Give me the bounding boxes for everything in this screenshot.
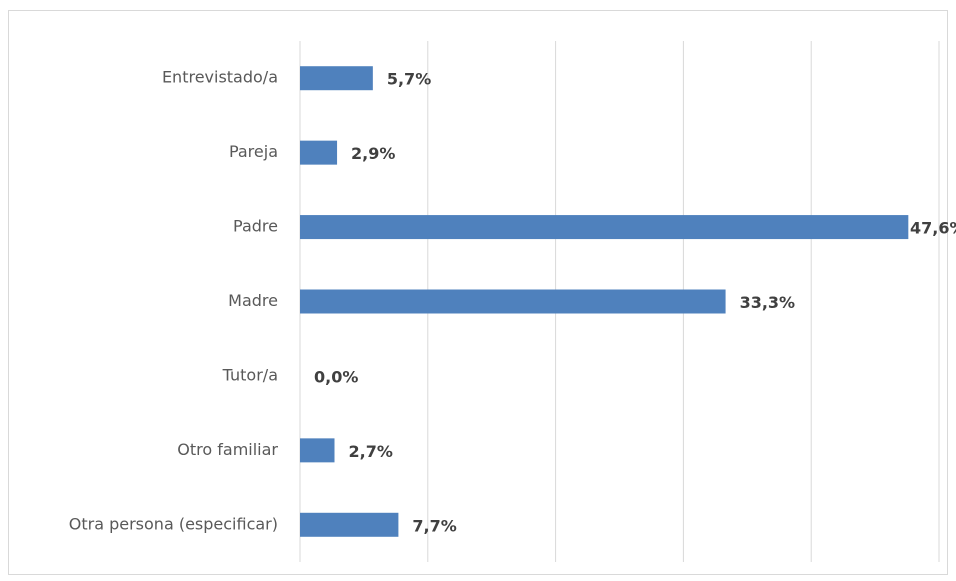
data-label: 0,0% — [314, 367, 358, 386]
y-tick-label: Pareja — [229, 142, 278, 161]
bar — [300, 512, 399, 537]
y-tick-label: Entrevistado/a — [162, 68, 278, 87]
bar — [300, 289, 726, 314]
data-label: 47,6% — [910, 219, 956, 238]
data-label: 7,7% — [412, 516, 456, 535]
y-tick-label: Madre — [228, 291, 278, 310]
y-tick-label: Otra persona (especificar) — [69, 514, 278, 533]
data-label: 5,7% — [387, 70, 431, 89]
bar — [300, 438, 335, 463]
data-label: 2,9% — [351, 144, 395, 163]
data-label: 33,3% — [740, 293, 796, 312]
y-tick-label: Tutor/a — [222, 365, 278, 384]
y-tick-label: Otro familiar — [177, 440, 278, 459]
data-label: 2,7% — [349, 442, 393, 461]
bar — [300, 140, 338, 165]
bar — [300, 215, 909, 240]
bar — [300, 66, 373, 91]
y-tick-label: Padre — [233, 217, 278, 236]
